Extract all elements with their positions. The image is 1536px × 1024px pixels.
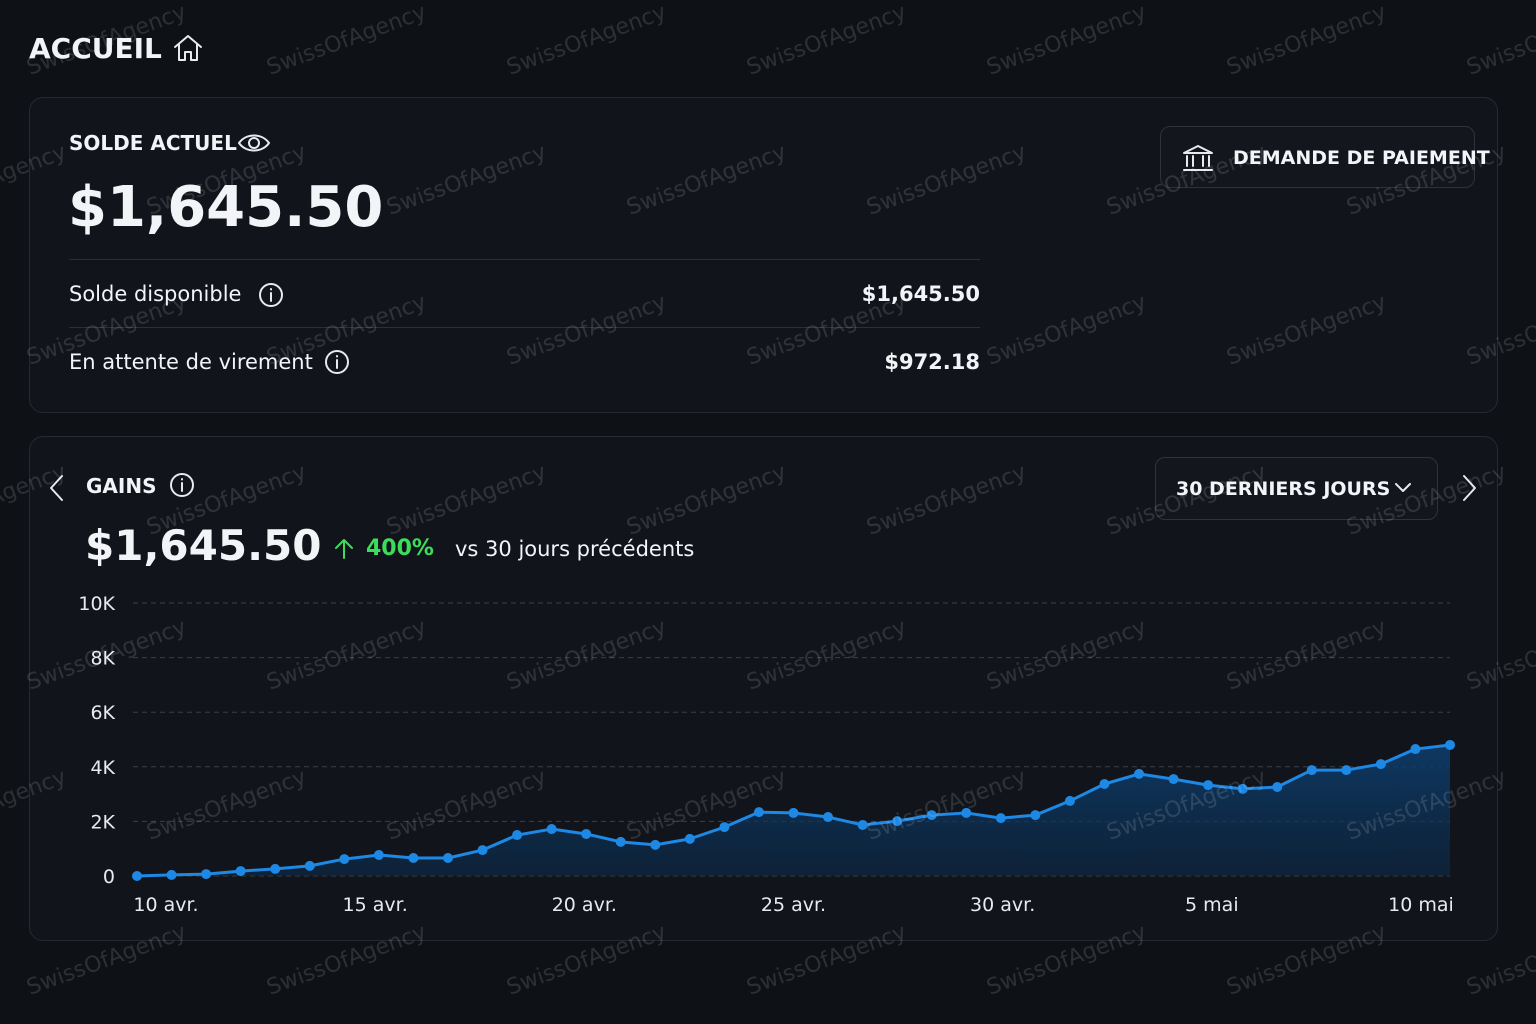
chevron-down [1395,483,1411,492]
separator [69,259,980,260]
watermark: SwissOfAgency [984,0,1150,81]
gains-comparison: vs 30 jours précédents [455,537,695,561]
eye-icon[interactable] [237,130,271,156]
balance-label: SOLDE ACTUEL [69,131,237,155]
bank-icon [1183,145,1213,171]
next-arrow[interactable] [1458,473,1480,503]
watermark: SwissOfAgency [264,0,430,81]
period-select[interactable] [1155,457,1438,520]
row-label: En attente de virement [69,350,313,374]
row-value: $1,645.50 [861,282,980,306]
up-arrow [335,539,353,559]
watermark: SwissOfAgency [1224,0,1390,81]
page-title: ACCUEIL [29,32,162,65]
prev-arrow[interactable] [46,473,68,503]
period-label: 30 DERNIERS JOURS [1176,478,1391,500]
payment-button-label: DEMANDE DE PAIEMENT [1233,147,1490,169]
info-icon[interactable] [169,472,195,498]
payment-button[interactable] [1160,126,1475,188]
gains-amount: $1,645.50 [85,521,322,570]
info-icon[interactable] [324,349,350,375]
balance-amount: $1,645.50 [68,175,384,240]
row-label: Solde disponible [69,282,242,306]
gains-change: 400% [366,536,434,561]
watermark: SwissOfAgency [504,0,670,81]
separator [69,327,980,328]
row-value: $972.18 [884,350,980,374]
watermark: SwissOfAgency [744,0,910,81]
info-icon[interactable] [258,282,284,308]
home-icon[interactable] [172,33,204,63]
watermark: SwissOfAgency [1464,0,1536,81]
gains-title: GAINS [86,474,157,498]
